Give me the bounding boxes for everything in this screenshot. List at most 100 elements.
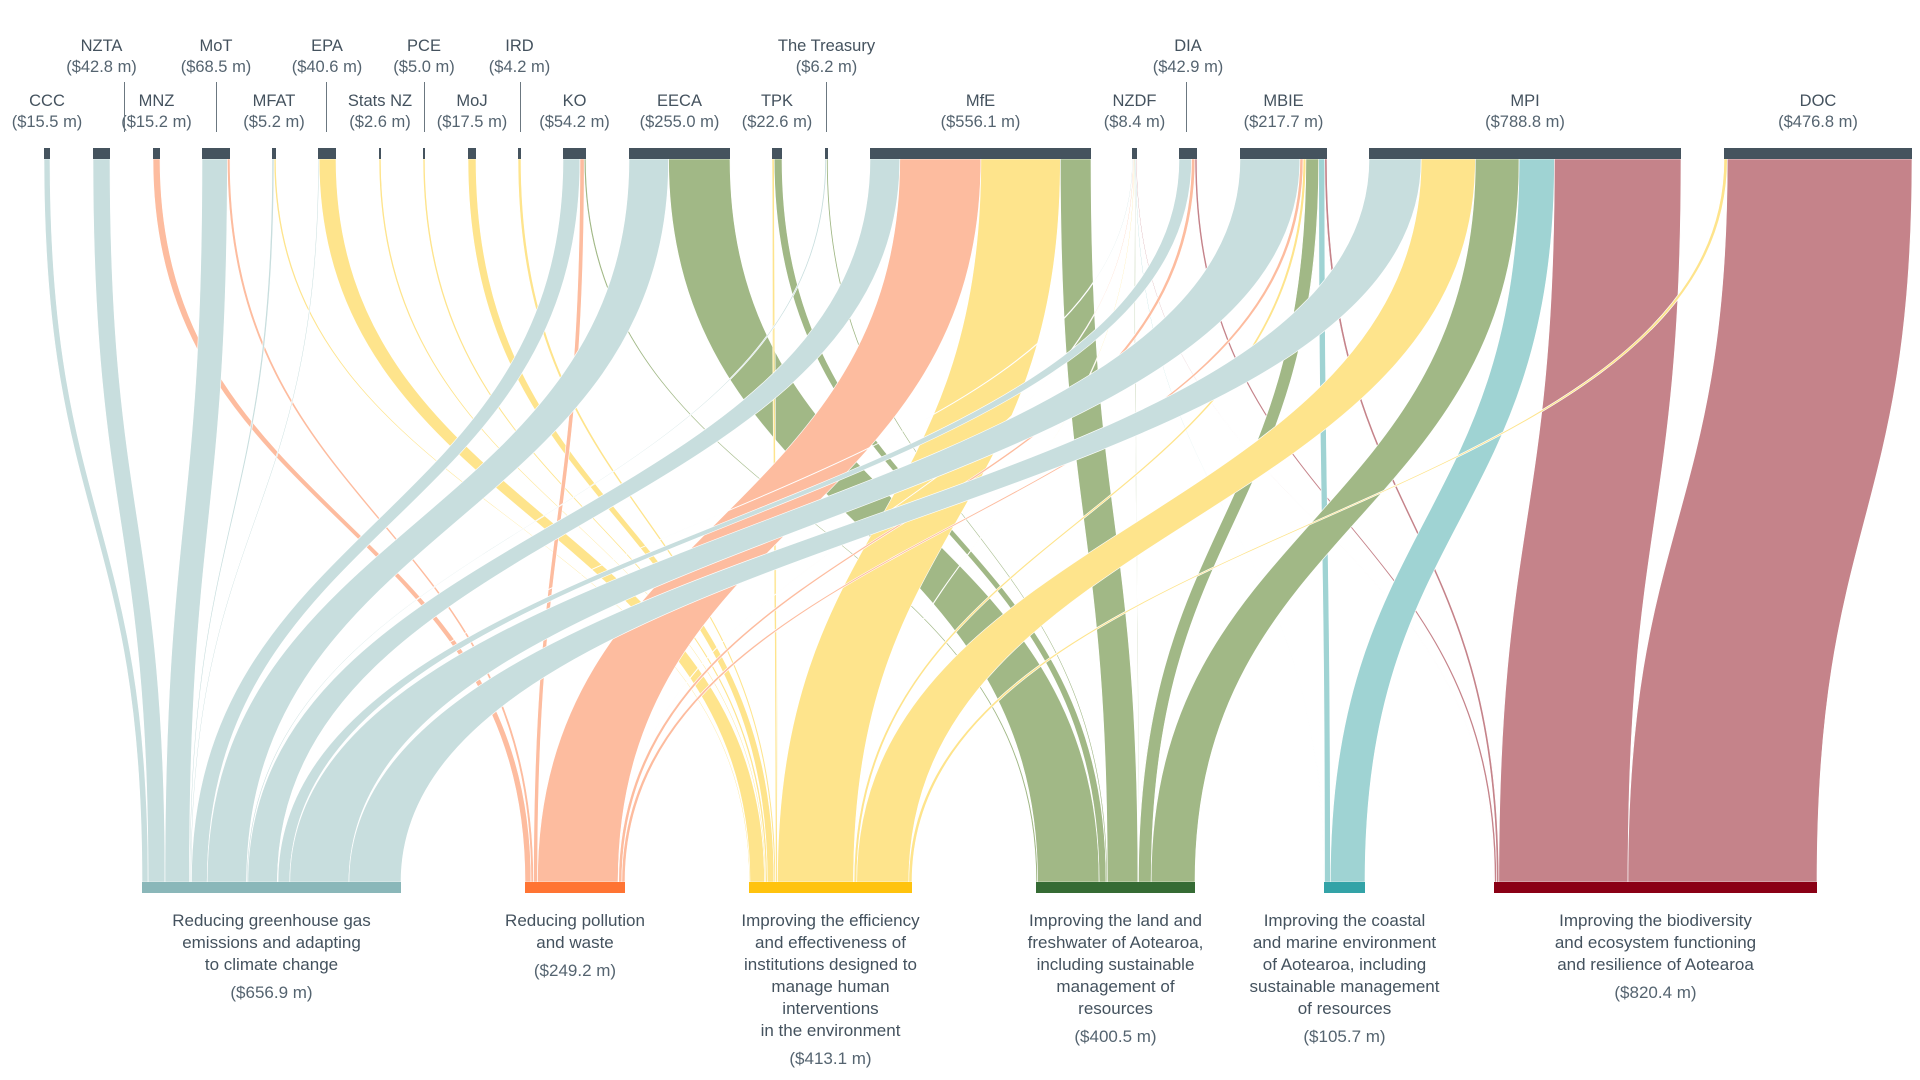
source-label-DIA: DIA ($42.9 m) xyxy=(1153,36,1224,78)
source-amount: ($68.5 m) xyxy=(180,58,252,76)
source-name: DOC xyxy=(1799,92,1837,110)
source-amount: ($788.8 m) xyxy=(1485,113,1565,131)
source-name: EECA xyxy=(657,92,702,110)
source-amount: ($15.2 m) xyxy=(121,113,192,131)
source-name: MfE xyxy=(965,92,996,110)
target-amount: ($413.1 m) xyxy=(789,1049,872,1068)
target-label-bio: Improving the biodiversity and ecosystem … xyxy=(1526,910,1786,1004)
source-label-MPI: MPI ($788.8 m) xyxy=(1485,91,1565,133)
source-bar-DIA xyxy=(1179,148,1197,159)
target-label-inst: Improving the efficiency and effectivenes… xyxy=(701,910,961,1070)
source-name: MPI xyxy=(1510,92,1540,110)
source-label-PCE: PCE ($5.0 m) xyxy=(393,36,454,78)
source-name: IRD xyxy=(505,37,534,55)
target-name-line: including sustainable xyxy=(1036,955,1195,974)
source-amount: ($15.5 m) xyxy=(11,113,83,131)
target-name-line: manage human xyxy=(771,977,890,996)
target-name-line: Improving the biodiversity xyxy=(1559,911,1752,930)
target-bars-layer xyxy=(142,882,1817,893)
target-label-ghg: Reducing greenhouse gas emissions and ada… xyxy=(142,910,402,1004)
target-amount: ($400.5 m) xyxy=(1074,1027,1157,1046)
source-amount: ($556.1 m) xyxy=(940,113,1021,131)
target-name-line: and waste xyxy=(536,933,614,952)
target-name-line: emissions and adapting xyxy=(182,933,361,952)
target-name-line: and marine environment xyxy=(1252,933,1437,952)
label-divider xyxy=(326,82,328,132)
source-name: DIA xyxy=(1174,37,1202,55)
target-name-line: resources xyxy=(1078,999,1153,1018)
source-bar-DOC xyxy=(1724,148,1912,159)
source-bars-layer xyxy=(44,148,1912,159)
source-label-CCC: CCC ($15.5 m) xyxy=(12,91,83,133)
target-name-line: Improving the efficiency xyxy=(741,911,920,930)
target-name-line: Reducing pollution xyxy=(505,911,645,930)
source-amount: ($42.8 m) xyxy=(66,58,137,76)
label-divider xyxy=(216,82,218,132)
target-bar-bio xyxy=(1494,882,1817,893)
source-name: NZTA xyxy=(80,37,123,55)
target-name-line: of Aotearoa, including xyxy=(1262,955,1427,974)
target-amount: ($820.4 m) xyxy=(1614,983,1697,1002)
source-label-MfE: MfE ($556.1 m) xyxy=(941,91,1021,133)
source-name: CCC xyxy=(29,92,65,110)
target-label-land: Improving the land and freshwater of Aote… xyxy=(986,910,1246,1048)
source-bar-MFAT xyxy=(272,148,276,159)
label-divider xyxy=(826,82,828,132)
source-label-NZDF: NZDF ($8.4 m) xyxy=(1104,91,1165,133)
source-label-Treasury: The Treasury ($6.2 m) xyxy=(778,36,875,78)
target-name-line: to climate change xyxy=(204,955,339,974)
source-name: MNZ xyxy=(138,92,175,110)
target-bar-land xyxy=(1036,882,1195,893)
source-bar-MBIE xyxy=(1240,148,1327,159)
target-name-line: in the environment xyxy=(760,1021,901,1040)
source-label-MoJ: MoJ ($17.5 m) xyxy=(437,91,508,133)
source-name: KO xyxy=(562,92,587,110)
source-label-EECA: EECA ($255.0 m) xyxy=(640,91,720,133)
target-bar-poll xyxy=(525,882,625,893)
source-amount: ($40.6 m) xyxy=(291,58,363,76)
label-divider xyxy=(520,82,522,132)
target-name-line: of resources xyxy=(1297,999,1392,1018)
source-bar-MoT xyxy=(202,148,230,159)
source-label-MFAT: MFAT ($5.2 m) xyxy=(243,91,304,133)
source-amount: ($217.7 m) xyxy=(1243,113,1324,131)
target-name-line: freshwater of Aotearoa, xyxy=(1027,933,1204,952)
flows-layer xyxy=(43,158,1913,883)
source-label-TPK: TPK ($22.6 m) xyxy=(742,91,813,133)
source-name: The Treasury xyxy=(777,37,876,55)
source-bar-MNZ xyxy=(153,148,160,159)
target-name-line: institutions designed to xyxy=(744,955,917,974)
source-bar-MoJ xyxy=(468,148,476,159)
target-label-poll: Reducing pollution and waste ($249.2 m) xyxy=(445,910,705,982)
source-label-MNZ: MNZ ($15.2 m) xyxy=(121,91,192,133)
target-name-line: management of xyxy=(1056,977,1175,996)
target-bar-coast xyxy=(1324,882,1365,893)
source-name: EPA xyxy=(311,37,343,55)
source-name: NZDF xyxy=(1112,92,1157,110)
source-label-MBIE: MBIE ($217.7 m) xyxy=(1244,91,1324,133)
source-name: Stats NZ xyxy=(347,92,413,110)
source-bar-NZDF xyxy=(1132,148,1137,159)
source-amount: ($476.8 m) xyxy=(1778,113,1858,131)
target-bar-ghg xyxy=(142,882,401,893)
target-name-line: Improving the land and xyxy=(1029,911,1202,930)
label-divider xyxy=(424,82,426,132)
target-amount: ($249.2 m) xyxy=(533,961,617,980)
target-name-line: and effectiveness of xyxy=(755,933,906,952)
source-bar-TPK xyxy=(772,148,782,159)
label-divider xyxy=(124,82,126,132)
source-amount: ($5.0 m) xyxy=(393,58,455,76)
target-name-line: and resilience of Aotearoa xyxy=(1557,955,1754,974)
source-label-StatsNZ: Stats NZ ($2.6 m) xyxy=(348,91,412,133)
source-amount: ($5.2 m) xyxy=(243,113,305,131)
source-amount: ($6.2 m) xyxy=(795,58,858,76)
target-label-coast: Improving the coastal and marine environm… xyxy=(1215,910,1475,1048)
target-name-line: Improving the coastal xyxy=(1263,911,1426,930)
source-amount: ($17.5 m) xyxy=(436,113,508,131)
target-amount: ($656.9 m) xyxy=(230,983,313,1002)
target-name-line: and ecosystem functioning xyxy=(1554,933,1757,952)
source-bar-NZTA xyxy=(93,148,110,159)
source-amount: ($4.2 m) xyxy=(488,58,551,76)
source-name: PCE xyxy=(407,37,441,55)
